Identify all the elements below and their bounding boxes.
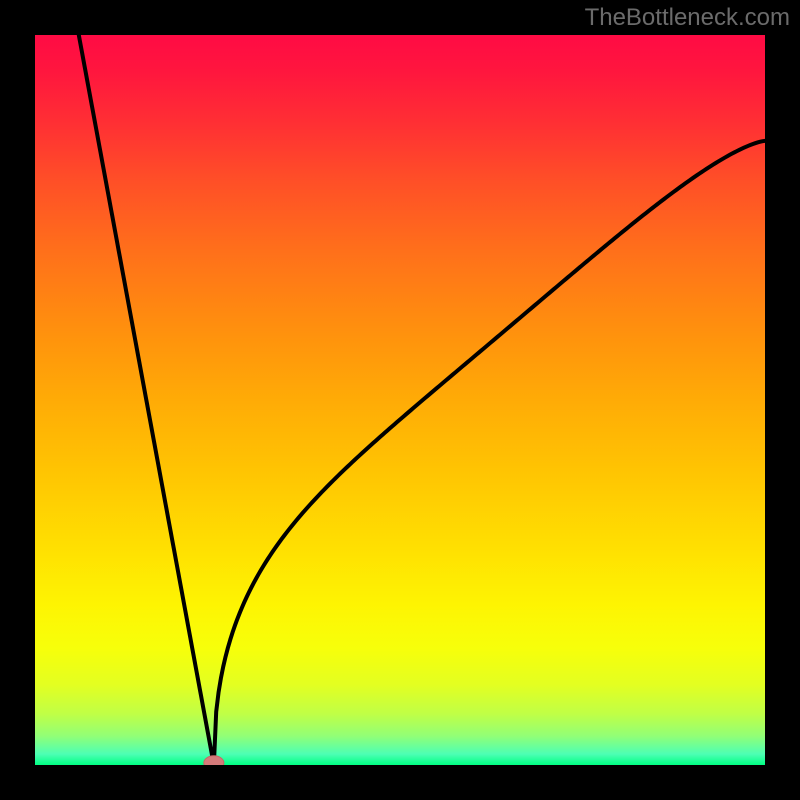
bottleneck-chart <box>35 35 765 765</box>
watermark-text: TheBottleneck.com <box>585 4 790 32</box>
